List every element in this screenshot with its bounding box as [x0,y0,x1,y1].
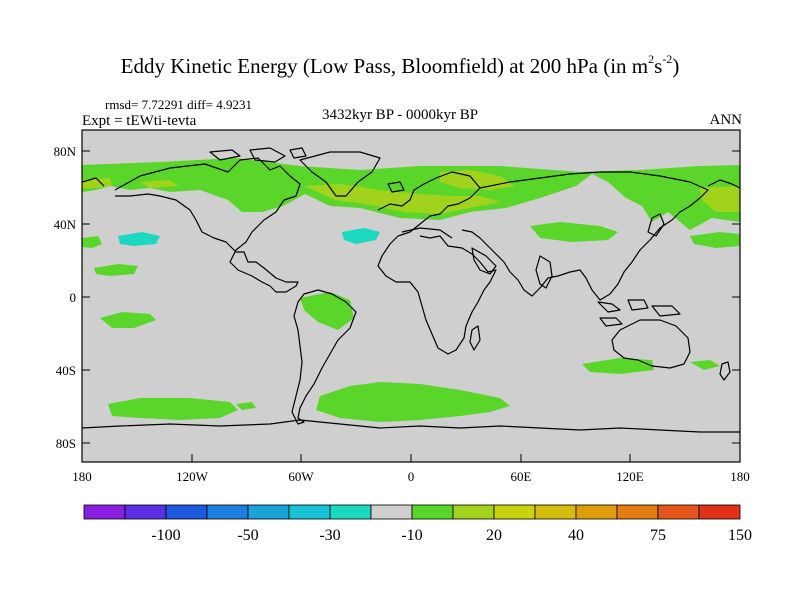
colorbar-swatch [616,504,659,520]
contour-fill-green-pacific-east [690,232,740,248]
contour-fill-green-atlantic-sub [530,222,618,242]
contour-fill-green-south-atlantic [316,382,510,422]
contour-fill-yellowgreen-npac [140,180,178,188]
contour-fill-green-indian [582,358,654,374]
contour-fill-green-pacific-south [690,360,720,370]
map-title: Eddy Kinetic Energy (Low Pass, Bloomfiel… [120,52,680,78]
contour-fill-yellowgreen-atlantic [305,184,500,214]
colorbar-swatch [575,504,618,520]
colorbar-label: -10 [401,527,422,544]
lat-tick-label: 80N [54,144,77,159]
contour-fill-yellowgreen-pacific [700,186,740,212]
colorbar-swatch [206,504,249,520]
contour-fill-green-pacific-sub [94,264,138,276]
colorbar-swatch [493,504,536,520]
colorbar-label: 20 [486,527,502,544]
contour-fill-green-south-pacific-small [236,402,256,410]
lon-tick-label: 60W [288,469,314,484]
contour-fill-green-south-america [300,292,354,330]
colorbar-swatch [247,504,290,520]
lat-tick-label: 40S [56,363,76,378]
colorbar-swatch [329,504,372,520]
lon-tick-label: 180 [730,469,750,484]
colorbar-swatch [698,504,741,520]
colorbar-swatch [288,504,331,520]
colorbar-swatch [452,504,495,520]
colorbar-swatch [411,504,454,520]
colorbar-label: 40 [568,527,584,544]
lon-tick-label: 120W [176,469,209,484]
contour-fill-cyan-atlantic [342,228,380,244]
colorbar-label: -100 [151,527,180,544]
colorbar-label: 150 [728,527,752,544]
colorbar-swatch [534,504,577,520]
lat-tick-label: 0 [70,290,77,305]
contour-fill-green-south-pacific [108,398,238,420]
latitude-tick-marks [82,150,740,444]
contour-fill-cyan-pacific [118,232,160,246]
colorbar-label: -30 [319,527,340,544]
period-label: 3432kyr BP - 0000kyr BP [321,107,479,123]
colorbar-label: 75 [650,527,666,544]
lat-tick-label: 80S [56,436,76,451]
lon-tick-label: 60E [511,469,532,484]
colorbar-swatch [370,504,413,520]
season-label: ANN [709,112,743,128]
lon-tick-label: 180 [72,469,92,484]
colorbar-swatch [124,504,167,520]
colorbar-swatch [165,504,208,520]
colorbar-swatch [83,504,126,520]
lat-tick-label: 40N [54,217,77,232]
longitude-tick-marks [81,454,741,462]
contour-fill-green-westpacific [82,236,102,248]
experiment-label: Expt = tEWti-tevta [82,113,197,129]
rmsd-diff-stats: rmsd= 7.72291 diff= 4.9231 [105,97,252,112]
map-field [82,130,740,462]
colorbar-labels: -100 -50 -30 -10 20 40 75 150 [151,527,752,544]
lon-tick-label: 120E [616,469,644,484]
coastlines [82,147,740,433]
lon-tick-label: 0 [408,469,415,484]
colorbar-label: -50 [237,527,258,544]
colorbar [83,504,741,520]
contour-fill-green-tropical-pacific [100,312,156,328]
colorbar-swatch [657,504,700,520]
contour-fill-yellowgreen-westpac [82,178,112,188]
